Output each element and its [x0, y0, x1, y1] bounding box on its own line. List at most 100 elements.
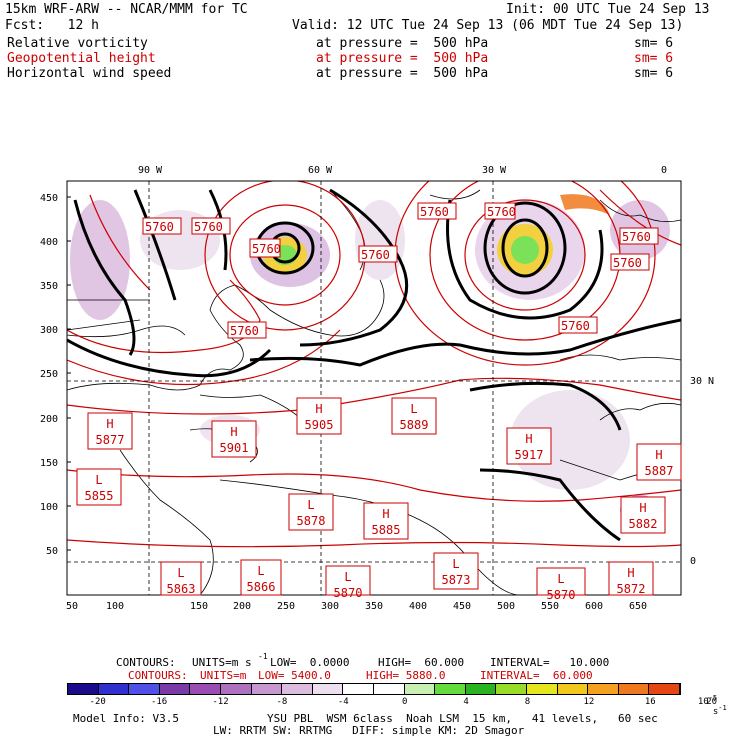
init-time: Init: 00 UTC Tue 24 Sep 13: [506, 2, 710, 17]
y-tick-label: 200: [40, 414, 59, 425]
center-value: 5887: [645, 464, 674, 478]
center-type: H: [230, 425, 237, 439]
center-type: L: [557, 572, 564, 586]
x-tick-label: 450: [453, 601, 472, 612]
physics-line-2: LW: RRTM SW: RRTMG DIFF: simple KM: 2D S…: [213, 724, 525, 737]
center-value: 5863: [167, 582, 196, 596]
colorbar-unit-exp: -5: [708, 694, 718, 702]
height-label: 5760: [252, 242, 281, 256]
colorbar-unit: 10-5: [687, 684, 717, 707]
y-tick-label: 300: [40, 325, 59, 336]
x-tick-label: 150: [190, 601, 209, 612]
colorbar-swatch: [343, 684, 374, 694]
y-tick-label: 400: [40, 237, 59, 248]
y-tick-label: 150: [40, 458, 59, 469]
colorbar-tick-label: 4: [463, 697, 469, 707]
colorbar-tick-label: -8: [276, 697, 288, 707]
center-type: L: [95, 473, 102, 487]
colorbar-tick-label: 12: [583, 697, 595, 707]
x-tick-label: 50: [66, 601, 79, 612]
forecast-hour: Fcst: 12 h: [5, 18, 99, 33]
height-label: 5760: [145, 220, 174, 234]
colorbar-tick-label: 0: [401, 697, 408, 707]
colorbar-swatch: [98, 684, 130, 694]
height-label-boxes: [142, 202, 659, 339]
y-tick-label: 450: [40, 193, 59, 204]
center-value: 5870: [334, 586, 363, 600]
height-label: 5760: [194, 220, 223, 234]
height-label: 5760: [230, 324, 259, 338]
colorbar-unit-base: 10: [697, 697, 709, 707]
colorbar-swatch: [159, 684, 191, 694]
lon-label-60w: 60 W: [308, 165, 333, 176]
colorbar-swatch: [251, 684, 283, 694]
colorbar-swatch: [282, 684, 313, 694]
center-type: L: [177, 566, 184, 580]
colorbar-tick-label: -16: [150, 697, 168, 707]
center-type: L: [307, 498, 314, 512]
center-type: H: [655, 448, 662, 462]
contours-height-label: CONTOURS:: [128, 669, 188, 682]
contours-height-units: UNITS=m: [200, 669, 247, 682]
center-type: L: [344, 570, 351, 584]
center-type: H: [627, 566, 634, 580]
colorbar-swatch: [404, 684, 436, 694]
physics-line-1: YSU PBL WSM 6class Noah LSM 15 km, 41 le…: [267, 712, 658, 725]
axis-ticks: [67, 196, 71, 551]
contours-height-high: HIGH= 5880.0: [366, 669, 446, 682]
contours-wind-interval: INTERVAL= 10.000: [490, 656, 610, 669]
contours-wind-units-sup: -1: [258, 652, 268, 661]
colorbar-tick-label: -4: [337, 697, 349, 707]
x-tick-label: 500: [497, 601, 516, 612]
map-frame: [66, 180, 682, 596]
colorbar-swatch: [526, 684, 558, 694]
colorbar-tick-label: 8: [524, 697, 531, 707]
colorbar-tick-label: 16: [644, 697, 656, 707]
colorbar-unit-s-exp: -1: [718, 704, 727, 712]
center-value: 5877: [96, 433, 125, 447]
lat-label-0: 0: [690, 556, 697, 567]
height-label: 5760: [361, 248, 390, 262]
colorbar-swatch: [220, 684, 252, 694]
colorbar-swatch: [68, 684, 99, 694]
colorbar: [67, 683, 681, 695]
valid-time: Valid: 12 UTC Tue 24 Sep 13 (06 MDT Tue …: [292, 18, 684, 33]
colorbar-swatch: [649, 684, 680, 694]
center-value: 5855: [85, 489, 114, 503]
colorbar-tick-label: 20: [706, 697, 718, 707]
height-label: 5760: [420, 205, 449, 219]
center-type: H: [525, 432, 532, 446]
field-name-wind: Horizontal wind speed: [7, 66, 172, 81]
colorbar-swatch: [129, 684, 160, 694]
wind-contours: [67, 188, 681, 542]
center-value: 5885: [372, 523, 401, 537]
y-tick-label: 350: [40, 281, 59, 292]
colorbar-tick-label: -12: [212, 697, 229, 707]
center-value: 5889: [400, 418, 429, 432]
lon-label-30w: 30 W: [482, 165, 507, 176]
colorbar-swatch: [435, 684, 466, 694]
center-type: L: [257, 564, 264, 578]
x-tick-label: 100: [106, 601, 125, 612]
colorbar-unit-s: s: [712, 707, 719, 717]
center-type: L: [410, 402, 417, 416]
center-value: 5872: [617, 582, 646, 596]
center-value: 5866: [247, 580, 276, 594]
y-tick-label: 50: [46, 546, 59, 557]
title: 15km WRF-ARW -- NCAR/MMM for TC: [5, 2, 248, 17]
contours-height-interval: INTERVAL= 60.000: [480, 669, 593, 682]
height-label: 5760: [561, 319, 590, 333]
height-label: 5760: [613, 256, 642, 270]
colorbar-swatch: [373, 684, 405, 694]
field-level-vorticity: at pressure = 500 hPa: [316, 36, 489, 51]
center-boxes: [76, 397, 682, 596]
x-tick-label: 400: [409, 601, 428, 612]
colorbar-swatch: [190, 684, 221, 694]
height-contours: [67, 181, 681, 548]
lon-label-0: 0: [661, 165, 668, 176]
colorbar-swatch: [618, 684, 650, 694]
x-tick-label: 650: [629, 601, 648, 612]
model-info: Model Info: V3.5: [73, 712, 179, 725]
contours-wind-high: HIGH= 60.000: [378, 656, 465, 669]
